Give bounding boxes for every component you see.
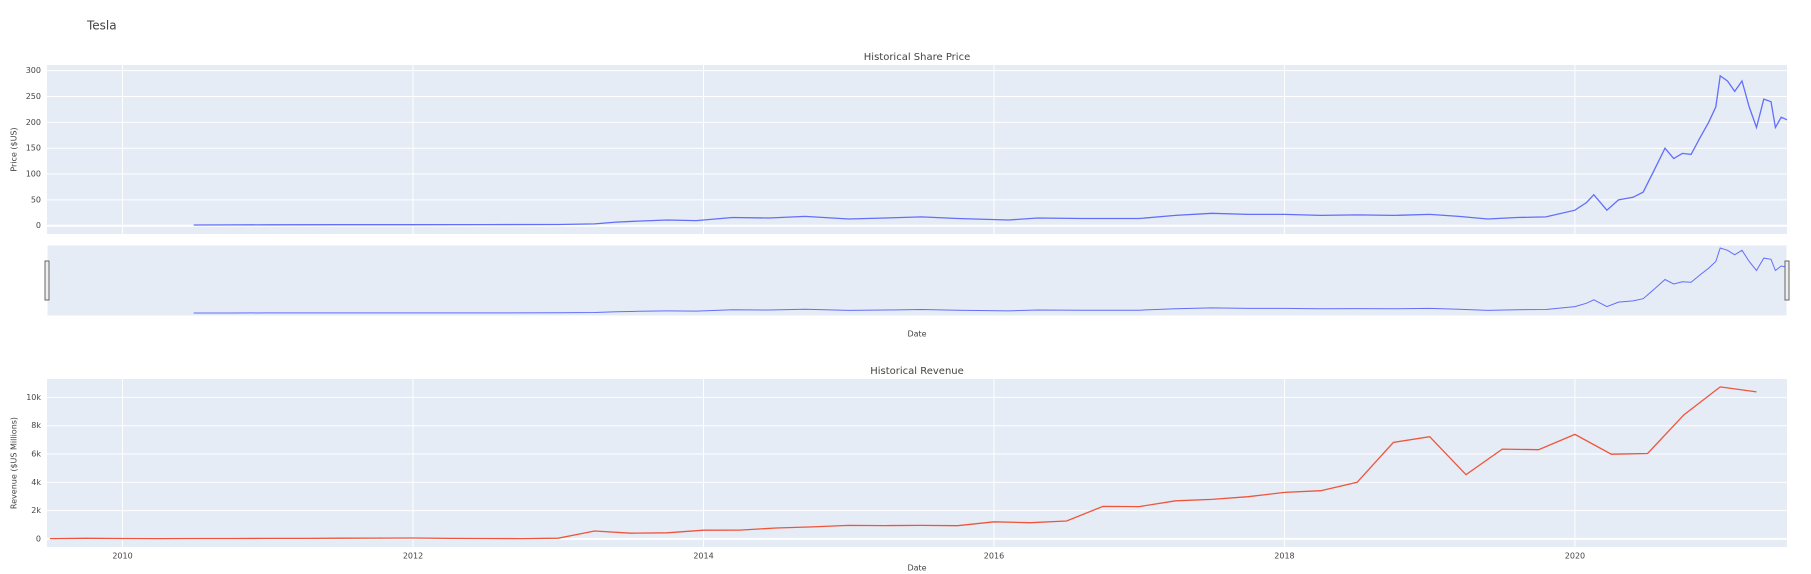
y-tick-label: 8k: [31, 421, 41, 430]
price-line: [49, 386, 1757, 540]
plot-area: [47, 379, 1787, 547]
y-axis-label: Price ($US): [10, 127, 19, 171]
y-tick-label: 150: [26, 144, 41, 153]
x-tick-label: 2016: [984, 552, 1004, 561]
y-tick-label: 10k: [26, 393, 41, 402]
x-tick-label: 2020: [1565, 552, 1585, 561]
range-handle[interactable]: [44, 260, 50, 301]
range-slider-line: [193, 247, 1788, 314]
y-tick-label: 50: [31, 195, 41, 204]
x-tick-label: 2012: [403, 552, 423, 561]
y-tick-label: 300: [26, 66, 41, 75]
range-handle[interactable]: [1784, 260, 1790, 301]
plot-area: [47, 65, 1787, 234]
y-tick-label: 100: [26, 170, 41, 179]
x-tick-label: 2014: [693, 552, 713, 561]
chart-title: Historical Share Price: [864, 52, 970, 63]
y-tick-label: 2k: [31, 506, 41, 515]
y-tick-label: 4k: [31, 478, 41, 487]
x-tick-label: 2010: [112, 552, 132, 561]
range-slider: [46, 244, 1788, 317]
page-title: Tesla: [86, 19, 117, 33]
y-tick-label: 250: [26, 92, 41, 101]
x-axis-label: Date: [907, 564, 926, 573]
price-line: [193, 74, 1788, 226]
y-tick-label: 200: [26, 118, 41, 127]
chart-title: Historical Revenue: [870, 366, 964, 377]
y-axis-label: Revenue ($US Millions): [10, 417, 19, 509]
y-tick-label: 6k: [31, 450, 41, 459]
y-tick-label: 0: [36, 221, 41, 230]
x-axis-label: Date: [907, 330, 926, 339]
x-tick-label: 2018: [1274, 552, 1294, 561]
y-tick-label: 0: [36, 534, 41, 543]
